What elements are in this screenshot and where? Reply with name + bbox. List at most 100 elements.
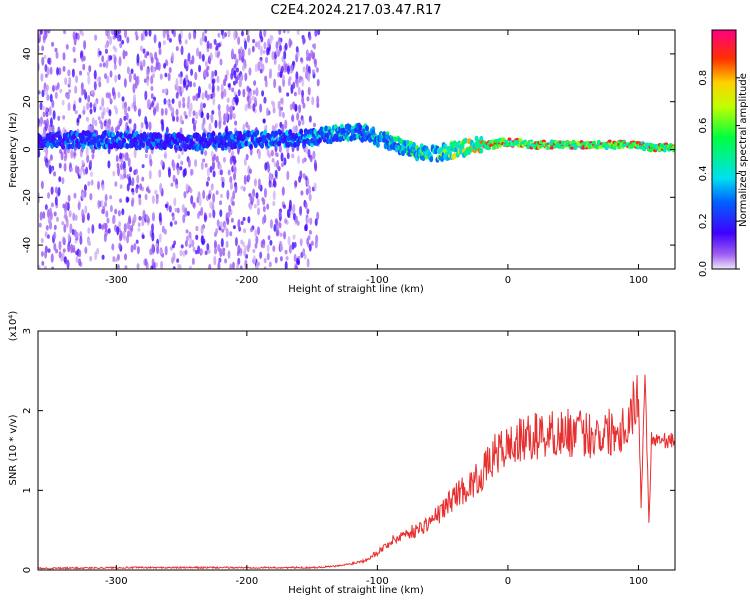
heatmap-cell	[267, 38, 271, 48]
heatmap-cell	[255, 87, 259, 97]
heatmap-cell	[264, 75, 268, 82]
heatmap-cell	[86, 116, 90, 122]
heatmap-cell	[249, 202, 253, 211]
heatmap-cell	[227, 30, 231, 38]
heatmap-cell	[236, 135, 241, 142]
heatmap-cell	[89, 193, 93, 201]
heatmap-cell	[67, 232, 71, 242]
heatmap-cell	[141, 164, 145, 169]
heatmap-cell	[215, 155, 219, 163]
heatmap-cell	[299, 57, 303, 62]
heatmap-cell	[74, 110, 78, 115]
heatmap-cell	[222, 156, 226, 163]
heatmap-cell	[58, 240, 62, 251]
heatmap-cell	[43, 265, 47, 269]
heatmap-cell	[43, 54, 47, 60]
heatmap-cell	[73, 192, 77, 199]
snr-y-scale-label: (x10⁴)	[8, 311, 19, 342]
heatmap-cell	[240, 73, 244, 81]
heatmap-cell	[41, 56, 45, 66]
heatmap-cell	[98, 81, 102, 88]
heatmap-cell	[42, 211, 46, 219]
heatmap-cell	[62, 236, 66, 245]
heatmap-cell	[179, 249, 183, 257]
heatmap-cell	[216, 52, 220, 59]
heatmap-cell	[124, 106, 128, 116]
heatmap-cell	[208, 212, 212, 218]
snr-frame	[37, 330, 676, 571]
snr-y-label: SNR (10 * v/v)	[8, 414, 19, 485]
heatmap-cell	[91, 117, 95, 126]
heatmap-cell	[46, 66, 50, 76]
heatmap-cell	[73, 152, 77, 157]
heatmap-cell	[75, 256, 79, 264]
heatmap-cell	[148, 121, 152, 131]
heatmap-cell	[91, 148, 95, 154]
heatmap-cell	[201, 92, 205, 100]
heatmap-cell	[86, 71, 90, 76]
heatmap-cell	[560, 145, 565, 150]
heatmap-cell	[56, 82, 60, 90]
heatmap-cell	[117, 210, 121, 217]
heatmap-cell	[294, 264, 298, 269]
heatmap-cell	[175, 46, 179, 52]
heatmap-cell	[119, 198, 123, 203]
heatmap-cell	[281, 111, 285, 119]
heatmap-cell	[40, 73, 44, 82]
heatmap-cell	[227, 83, 231, 88]
heatmap-cell	[242, 123, 246, 132]
heatmap-cell	[192, 110, 196, 117]
heatmap-cell	[160, 107, 164, 116]
heatmap-cell	[225, 240, 229, 249]
heatmap-cell	[299, 75, 303, 81]
heatmap-cell	[264, 79, 268, 88]
heatmap-cell	[279, 242, 283, 252]
heatmap-cell	[49, 93, 53, 103]
heatmap-cell	[280, 106, 284, 111]
heatmap-cell	[217, 261, 221, 269]
heatmap-cell	[291, 153, 295, 159]
heatmap-cell	[294, 79, 298, 84]
heatmap-cell	[264, 162, 268, 171]
heatmap-cell	[138, 215, 142, 221]
heatmap-cell	[257, 40, 261, 50]
heatmap-cell	[144, 258, 148, 266]
heatmap-cell	[155, 196, 159, 205]
heatmap-cell	[82, 110, 86, 115]
heatmap-cell	[302, 102, 306, 109]
heatmap-cell	[54, 47, 58, 53]
heatmap-cell	[276, 159, 280, 170]
heatmap-cell	[400, 150, 405, 157]
heatmap-cell	[135, 239, 139, 244]
heatmap-cell	[244, 140, 249, 147]
heatmap-cell	[570, 146, 575, 150]
heatmap-cell	[81, 160, 85, 166]
heatmap-cell	[178, 100, 182, 109]
heatmap-cell	[115, 130, 120, 137]
heatmap-cell	[126, 36, 130, 44]
heatmap-cell	[53, 231, 57, 240]
heatmap-cell	[237, 257, 241, 265]
heatmap-cell	[247, 238, 251, 249]
heatmap-cell	[99, 106, 103, 111]
heatmap-cell	[306, 177, 310, 187]
heatmap-cell	[87, 95, 91, 103]
heatmap-cell	[292, 101, 296, 110]
heatmap-cell	[286, 152, 290, 160]
heatmap-cell	[147, 189, 151, 194]
colorbar-frame	[711, 29, 737, 270]
heatmap-cell	[135, 34, 139, 41]
heatmap-cell	[101, 111, 105, 120]
heatmap-cell	[101, 184, 105, 191]
heatmap-cell	[269, 239, 273, 246]
heatmap-cell	[443, 143, 448, 150]
heatmap-cell	[272, 101, 276, 109]
heatmap-cell	[221, 228, 225, 233]
heatmap-cell	[193, 32, 197, 40]
heatmap-cell	[119, 152, 123, 160]
heatmap-cell	[249, 195, 253, 202]
heatmap-cell	[126, 183, 130, 192]
heatmap-cell	[294, 215, 298, 223]
heatmap-cell	[225, 227, 229, 238]
